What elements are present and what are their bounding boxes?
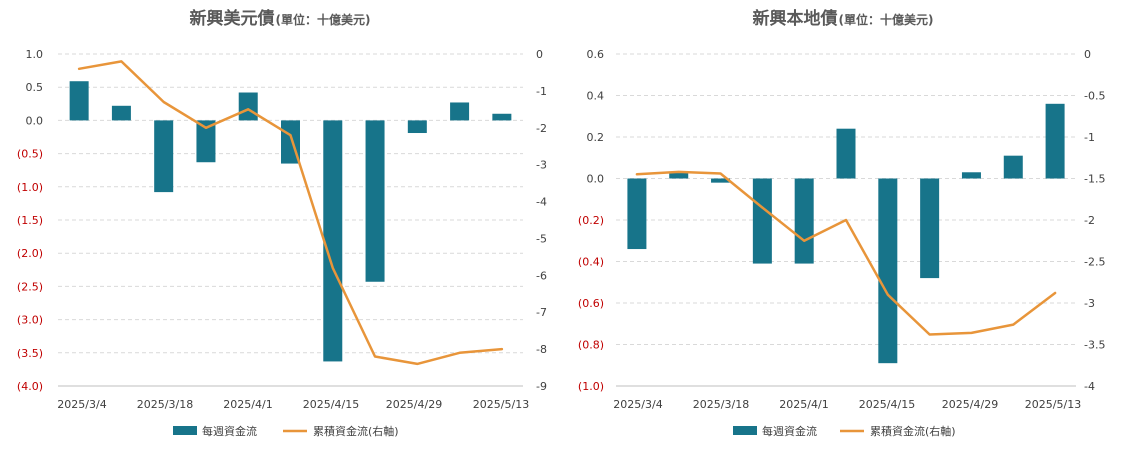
legend-line-label: 累積資金流(右軸) [313, 424, 399, 438]
legend-bar-label: 每週資金流 [202, 424, 257, 438]
y-right-tick-label: -6 [536, 269, 547, 282]
y-left-tick-label: (0.5) [17, 148, 43, 161]
bar-weekly-flow [669, 172, 689, 179]
bar-weekly-flow [920, 178, 940, 279]
chart-title: 新興美元債(單位：十億美元) [190, 8, 371, 29]
x-tick-label: 2025/3/18 [137, 398, 193, 411]
bar-weekly-flow [794, 178, 814, 264]
chart-1: 新興美元債(單位：十億美元) 1.0 0.5 0.0 (0.5) (1.0) (1.5) (2… [17, 8, 547, 438]
line-cumulative-flow [77, 60, 504, 366]
y-right-tick-label: -4 [536, 196, 547, 209]
y-right-tick-label: 0 [1084, 48, 1091, 61]
y-right-tick-label: -2 [536, 122, 547, 135]
bar-weekly-flow [711, 178, 731, 183]
y-right-tick-label: -1 [1084, 131, 1095, 144]
y-right-tick-label: -1 [536, 85, 547, 98]
y-left-tick-label: 1.0 [26, 48, 44, 61]
legend-bar-label: 每週資金流 [762, 424, 817, 438]
y-right-tick-label: -3 [536, 159, 547, 172]
chart-title-main: 新興本地債 [753, 8, 838, 29]
y-left-tick-label: 0.0 [587, 173, 605, 186]
bar-weekly-flow [196, 120, 216, 163]
legend: 每週資金流 累積資金流(右軸) [173, 424, 399, 438]
y-right-tick-label: -3.5 [1084, 339, 1105, 352]
y-left-tick-label: (0.6) [578, 297, 604, 310]
y-left-tick-label: (3.5) [17, 347, 43, 360]
bar-weekly-flow [1003, 155, 1023, 179]
y-left-tick-label: (0.8) [578, 339, 604, 352]
chart-title-unit: (單位：十億美元) [839, 12, 934, 27]
y-right-tick-label: -7 [536, 306, 547, 319]
y-right-tick-label: 0 [536, 48, 543, 61]
chart-2: 新興本地債(單位：十億美元) 0.6 0.4 0.2 0.0 (0.2) (0.4) (0.6… [578, 8, 1106, 438]
x-tick-label: 2025/5/13 [473, 398, 529, 411]
x-tick-label: 2025/3/4 [57, 398, 106, 411]
y-left-tick-label: (3.0) [17, 314, 43, 327]
bar-weekly-flow [450, 102, 470, 121]
legend-bar-swatch [733, 426, 757, 435]
bar-weekly-flow [238, 92, 258, 121]
y-right-tick-label: -3 [1084, 297, 1095, 310]
bar-weekly-flow [365, 120, 385, 282]
y-left-tick-label: (0.4) [578, 256, 604, 269]
chart-title-unit: (單位：十億美元) [276, 12, 371, 27]
bar-weekly-flow [961, 172, 981, 179]
y-left-tick-label: (1.0) [578, 380, 604, 393]
x-tick-label: 2025/4/29 [942, 398, 998, 411]
legend-bar-swatch [173, 426, 197, 435]
x-tick-label: 2025/3/4 [613, 398, 662, 411]
y-left-tick-label: 0.0 [26, 114, 44, 127]
y-left-tick-label: (1.5) [17, 214, 43, 227]
legend-line-label: 累積資金流(右軸) [870, 424, 956, 438]
y-left-tick-label: (1.0) [17, 181, 43, 194]
bar-weekly-flow [1045, 103, 1065, 179]
y-left-tick-label: (2.0) [17, 247, 43, 260]
chart-title: 新興本地債(單位：十億美元) [753, 8, 934, 29]
bar-weekly-flow [69, 81, 89, 121]
y-left-tick-label: (0.2) [578, 214, 604, 227]
y-left-tick-label: (4.0) [17, 380, 43, 393]
y-right-tick-label: -8 [536, 343, 547, 356]
bar-weekly-flow [407, 120, 427, 134]
y-right-tick-label: -2 [1084, 214, 1095, 227]
x-tick-label: 2025/4/15 [859, 398, 915, 411]
x-tick-label: 2025/3/18 [693, 398, 749, 411]
y-left-tick-label: (2.5) [17, 280, 43, 293]
bar-weekly-flow [627, 178, 647, 250]
bar-weekly-flow [111, 105, 131, 121]
bar-weekly-flow [836, 128, 856, 179]
y-right-tick-label: -0.5 [1084, 90, 1105, 103]
y-right-tick-label: -2.5 [1084, 256, 1105, 269]
y-left-tick-label: 0.5 [26, 81, 44, 94]
x-tick-label: 2025/4/1 [779, 398, 828, 411]
bar-weekly-flow [752, 178, 772, 264]
y-right-tick-label: -1.5 [1084, 173, 1105, 186]
y-right-tick-label: -9 [536, 380, 547, 393]
y-right-tick-label: -5 [536, 232, 547, 245]
y-right-tick-label: -4 [1084, 380, 1095, 393]
x-tick-label: 2025/5/13 [1025, 398, 1081, 411]
y-left-tick-label: 0.2 [587, 131, 605, 144]
bar-weekly-flow [492, 113, 512, 121]
bar-weekly-flow [154, 120, 174, 193]
bar-weekly-flow [323, 120, 343, 362]
bar-weekly-flow [878, 178, 898, 364]
x-tick-label: 2025/4/15 [303, 398, 359, 411]
x-tick-label: 2025/4/29 [386, 398, 442, 411]
y-left-tick-label: 0.6 [587, 48, 605, 61]
line-cumulative-flow [635, 170, 1057, 336]
x-tick-label: 2025/4/1 [223, 398, 272, 411]
chart-title-main: 新興美元債 [190, 8, 275, 29]
y-left-tick-label: 0.4 [587, 90, 605, 103]
legend: 每週資金流 累積資金流(右軸) [733, 424, 956, 438]
